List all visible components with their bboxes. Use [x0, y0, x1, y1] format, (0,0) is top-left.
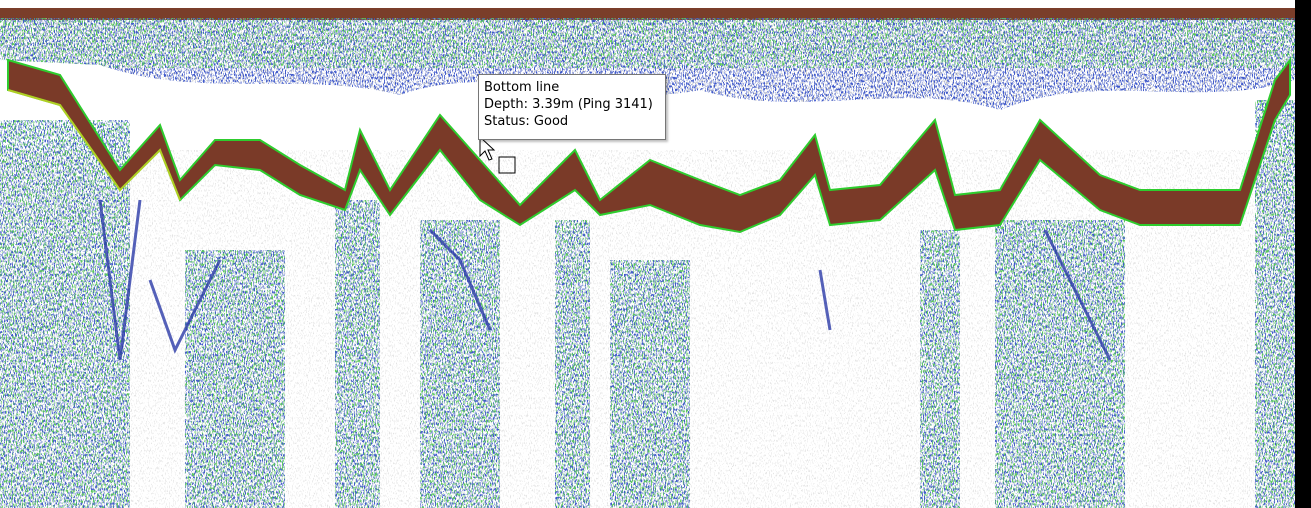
cursor-box — [498, 156, 516, 174]
tooltip-depth: Depth: 3.39m (Ping 3141) — [484, 97, 653, 112]
surface-band — [0, 8, 1295, 20]
tooltip-status: Status: Good — [484, 114, 569, 129]
bottom-line[interactable] — [7, 57, 1291, 234]
scrollbar-edge — [1295, 0, 1311, 508]
second-echo — [98, 199, 1112, 361]
tooltip-title: Bottom line — [484, 80, 560, 95]
sparse-noise — [0, 150, 1295, 508]
bottom-edge — [7, 89, 181, 201]
cursor — [479, 135, 496, 161]
tooltip: Bottom line Depth: 3.39m (Ping 3141) Sta… — [478, 74, 666, 140]
